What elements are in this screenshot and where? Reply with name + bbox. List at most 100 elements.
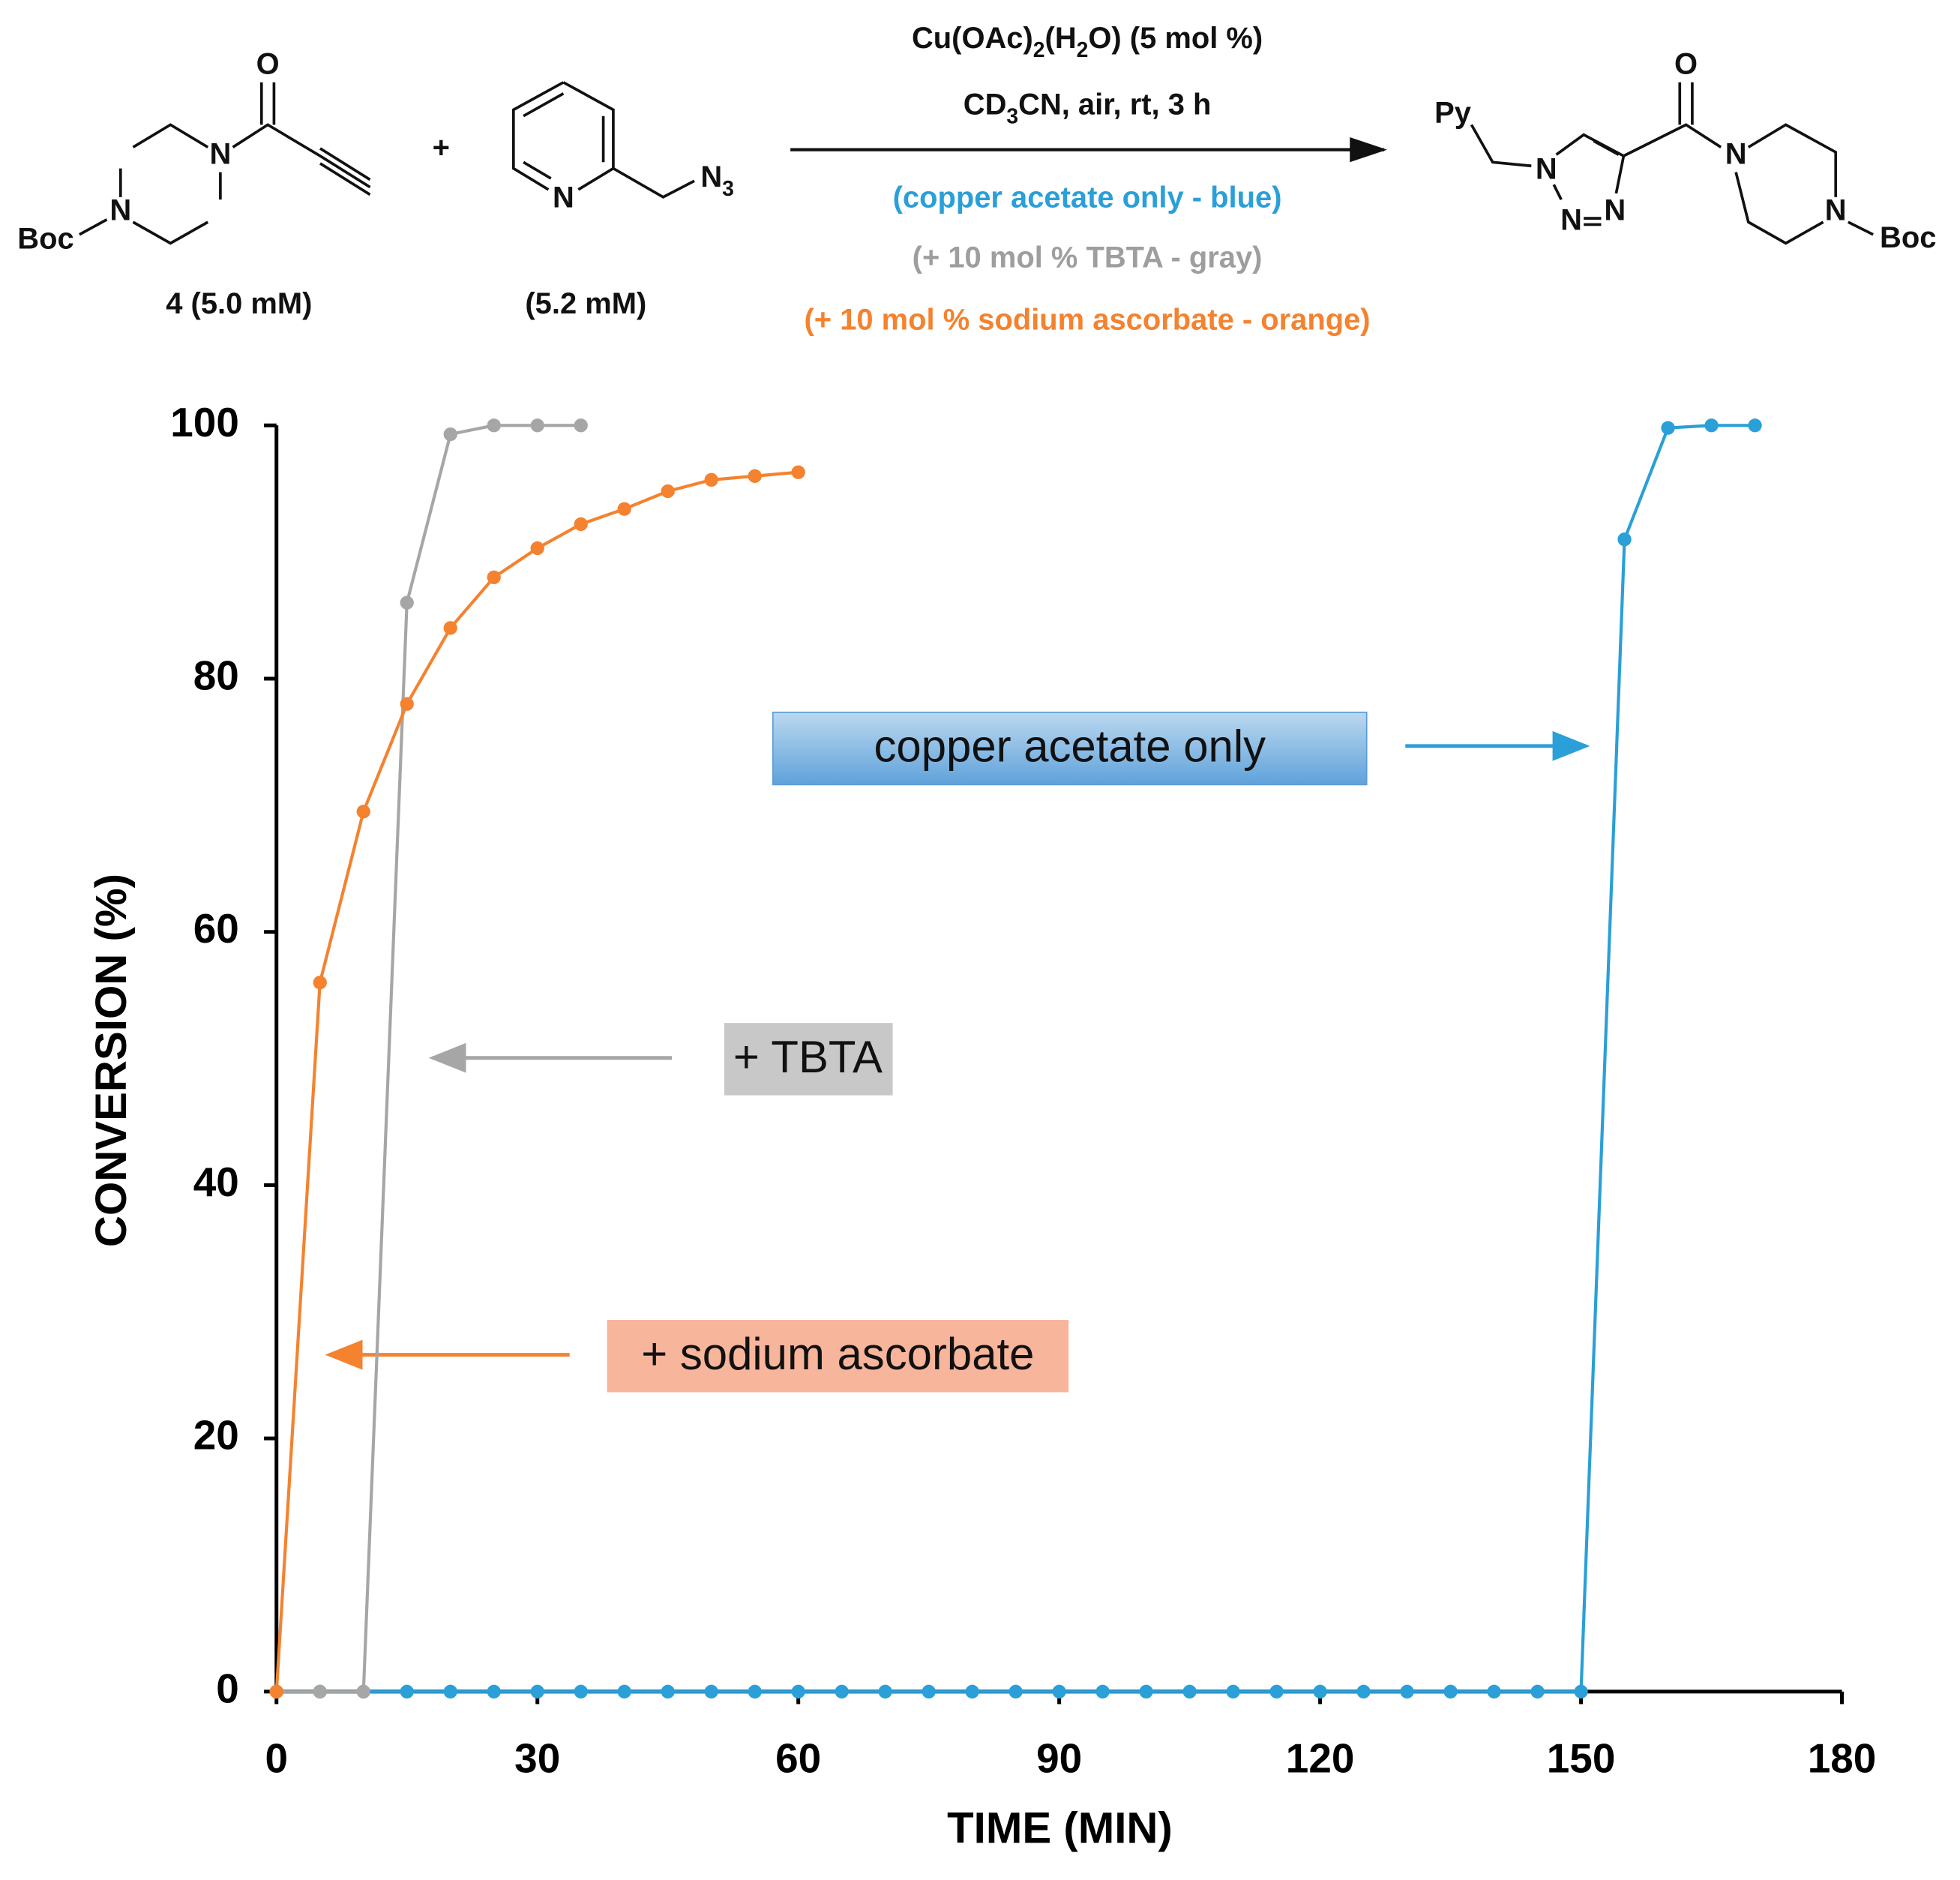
condition: (+ 10 mol % sodium ascorbate - orange) — [805, 304, 1371, 337]
atom-label: Boc — [1880, 221, 1936, 254]
atom-label: N — [1536, 152, 1557, 185]
data-point — [487, 570, 501, 585]
atom-label: N — [553, 181, 574, 214]
data-point — [791, 465, 805, 479]
data-point — [1182, 1684, 1197, 1699]
atom-label: N — [209, 137, 231, 170]
data-point — [443, 621, 457, 635]
x-tick-label: 120 — [1286, 1735, 1355, 1781]
data-point — [1226, 1684, 1240, 1699]
data-point — [617, 502, 631, 516]
data-point — [574, 517, 588, 532]
data-point — [1530, 1684, 1545, 1699]
y-tick-label: 40 — [193, 1159, 239, 1205]
y-tick-label: 100 — [170, 399, 239, 445]
data-point — [791, 1684, 805, 1699]
atom-label: Boc — [17, 223, 73, 256]
legend-box — [724, 1023, 893, 1096]
x-tick-label: 60 — [775, 1735, 821, 1781]
condition: CD3CN, air, rt, 3 h — [964, 88, 1212, 128]
condition: Cu(OAc)2(H2O) (5 mol %) — [912, 22, 1263, 62]
data-point — [704, 1684, 718, 1699]
data-point — [1748, 418, 1762, 433]
data-point — [356, 1684, 370, 1699]
condition: (copper acetate only - blue) — [893, 181, 1282, 214]
data-point — [748, 469, 762, 483]
data-point — [574, 1684, 588, 1699]
atom-label: Py — [1434, 97, 1471, 130]
data-point — [1704, 418, 1719, 433]
plus-sign: + — [433, 131, 450, 164]
compound-label: 4 (5.0 mM) — [166, 287, 312, 320]
y-tick-label: 0 — [216, 1665, 239, 1711]
legend-label: + sodium ascorbate — [641, 1329, 1034, 1379]
data-point — [313, 976, 327, 990]
data-point — [835, 1684, 849, 1699]
x-axis-title: TIME (MIN) — [947, 1804, 1173, 1852]
y-tick-label: 80 — [193, 652, 239, 698]
data-point — [661, 1684, 675, 1699]
y-tick-label: 20 — [193, 1412, 239, 1459]
data-point — [487, 418, 501, 433]
data-point — [1617, 532, 1632, 547]
data-point — [1574, 1684, 1588, 1699]
data-point — [530, 418, 544, 433]
data-point — [530, 1684, 544, 1699]
data-point — [487, 1684, 501, 1699]
data-point — [400, 595, 414, 610]
x-tick-label: 180 — [1808, 1735, 1877, 1781]
data-point — [1269, 1684, 1284, 1699]
compound-label: (5.2 mM) — [525, 287, 646, 320]
data-point — [1400, 1684, 1414, 1699]
atom-label: N — [1825, 193, 1847, 226]
legend-label: + TBTA — [733, 1032, 883, 1082]
reactant-1-structure — [79, 82, 371, 245]
data-point — [530, 541, 544, 556]
data-point — [1095, 1684, 1110, 1699]
data-point — [1487, 1684, 1501, 1699]
atom-label: N3 — [700, 160, 734, 200]
data-point — [748, 1684, 762, 1699]
data-point — [1443, 1684, 1458, 1699]
legend-label: copper acetate only — [874, 721, 1266, 772]
data-point — [1008, 1684, 1023, 1699]
data-point — [1661, 421, 1675, 435]
x-tick-label: 0 — [265, 1735, 288, 1781]
data-point — [400, 697, 414, 711]
x-tick-label: 90 — [1036, 1735, 1082, 1781]
data-point — [1052, 1684, 1066, 1699]
data-point — [1356, 1684, 1371, 1699]
atom-label: O — [1674, 48, 1698, 81]
atom-label: N — [1604, 193, 1626, 226]
legend-box — [772, 712, 1368, 786]
data-point — [1139, 1684, 1153, 1699]
data-point — [878, 1684, 892, 1699]
reactant-2-structure — [511, 81, 695, 199]
data-point — [356, 805, 370, 819]
data-point — [574, 418, 588, 433]
legend-box — [607, 1320, 1069, 1393]
y-tick-label: 60 — [193, 905, 239, 952]
product-structure — [1470, 82, 1874, 245]
data-point — [661, 484, 675, 499]
atom-label: N — [109, 193, 131, 226]
data-point — [922, 1684, 936, 1699]
series-line — [276, 424, 581, 1693]
data-point — [400, 1684, 414, 1699]
data-point — [1313, 1684, 1327, 1699]
data-point — [443, 427, 457, 442]
data-point — [965, 1684, 979, 1699]
data-point — [269, 1684, 283, 1699]
data-point — [443, 1684, 457, 1699]
x-tick-label: 30 — [514, 1735, 560, 1781]
condition: (+ 10 mol % TBTA - gray) — [913, 241, 1263, 274]
x-tick-label: 150 — [1547, 1735, 1616, 1781]
data-point — [313, 1684, 327, 1699]
y-axis-title: CONVERSION (%) — [87, 874, 136, 1247]
data-point — [704, 472, 718, 487]
series-line — [274, 470, 799, 1692]
data-point — [617, 1684, 631, 1699]
atom-label: N — [1725, 137, 1747, 170]
